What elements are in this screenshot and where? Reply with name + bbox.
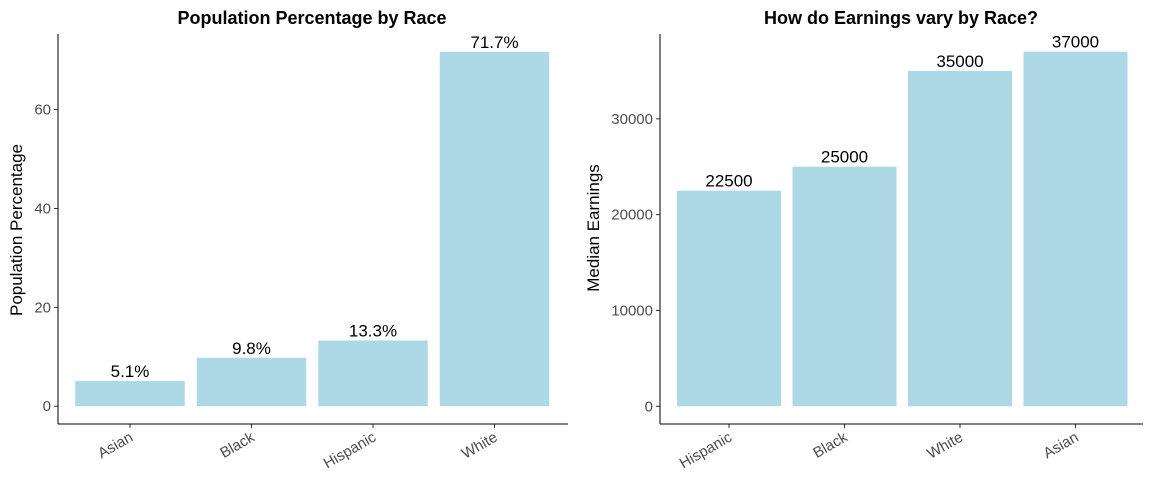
earnings-x-tick-label: Asian <box>1040 429 1081 462</box>
earnings-y-tick-label: 0 <box>645 398 653 415</box>
earnings-chart-plot: 22500 Hispanic 25000 Black 35000 White 37000 As… <box>611 33 1143 472</box>
population-data-label: 5.1% <box>111 362 150 381</box>
population-chart-ylabel: Population Percentage <box>7 144 26 316</box>
population-x-tick-label: Asian <box>95 429 136 462</box>
population-data-label: 13.3% <box>349 321 397 340</box>
earnings-data-label: 22500 <box>705 172 752 191</box>
earnings-bar-hispanic <box>677 190 781 407</box>
population-x-tick-label: White <box>459 429 501 463</box>
earnings-data-label: 25000 <box>821 148 868 167</box>
earnings-chart-ylabel: Median Earnings <box>584 164 603 292</box>
earnings-bar-asian <box>1023 51 1128 407</box>
population-bar-hispanic <box>318 340 428 407</box>
population-chart: Population Percentage by Race Population… <box>7 8 568 472</box>
population-data-label: 71.7% <box>470 33 518 52</box>
population-x-tick-label: Black <box>217 428 258 461</box>
population-y-tick-label: 0 <box>43 398 51 415</box>
population-y-tick-label: 40 <box>34 200 51 217</box>
earnings-bar-black <box>792 166 897 407</box>
population-chart-title: Population Percentage by Race <box>177 8 446 28</box>
population-y-tick-label: 60 <box>34 102 51 119</box>
earnings-y-tick-label: 20000 <box>611 207 653 224</box>
earnings-y-tick-label: 10000 <box>611 302 653 319</box>
earnings-y-tick-label: 30000 <box>611 111 653 128</box>
earnings-data-label: 37000 <box>1052 33 1099 52</box>
population-data-label: 9.8% <box>232 339 271 358</box>
population-y-tick-label: 20 <box>34 299 51 316</box>
earnings-data-label: 35000 <box>936 52 983 71</box>
earnings-bar-white <box>908 70 1012 407</box>
population-bar-black <box>196 357 307 407</box>
earnings-x-tick-label: Black <box>810 428 851 461</box>
earnings-x-tick-label: White <box>924 429 966 463</box>
population-chart-plot: 5.1% Asian 9.8% Black 13.3% Hispanic 71.7% Whit… <box>34 33 568 472</box>
population-x-tick-label: Hispanic <box>321 428 380 472</box>
earnings-chart: How do Earnings vary by Race? Median Ear… <box>584 8 1143 472</box>
earnings-x-tick-label: Hispanic <box>677 428 736 472</box>
earnings-chart-title: How do Earnings vary by Race? <box>764 8 1038 28</box>
population-bar-asian <box>75 380 185 407</box>
population-bar-white <box>439 51 550 407</box>
